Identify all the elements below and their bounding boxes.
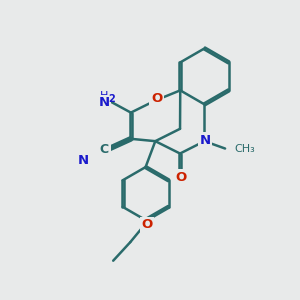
Text: O: O — [151, 92, 162, 105]
Text: N: N — [78, 154, 89, 167]
Text: H: H — [100, 92, 108, 101]
Text: 2: 2 — [108, 94, 115, 104]
Text: O: O — [175, 171, 186, 184]
Text: C: C — [100, 143, 109, 157]
Text: CH₃: CH₃ — [234, 144, 255, 154]
Text: O: O — [141, 218, 153, 231]
Text: N: N — [200, 134, 211, 147]
Text: N: N — [98, 96, 110, 110]
